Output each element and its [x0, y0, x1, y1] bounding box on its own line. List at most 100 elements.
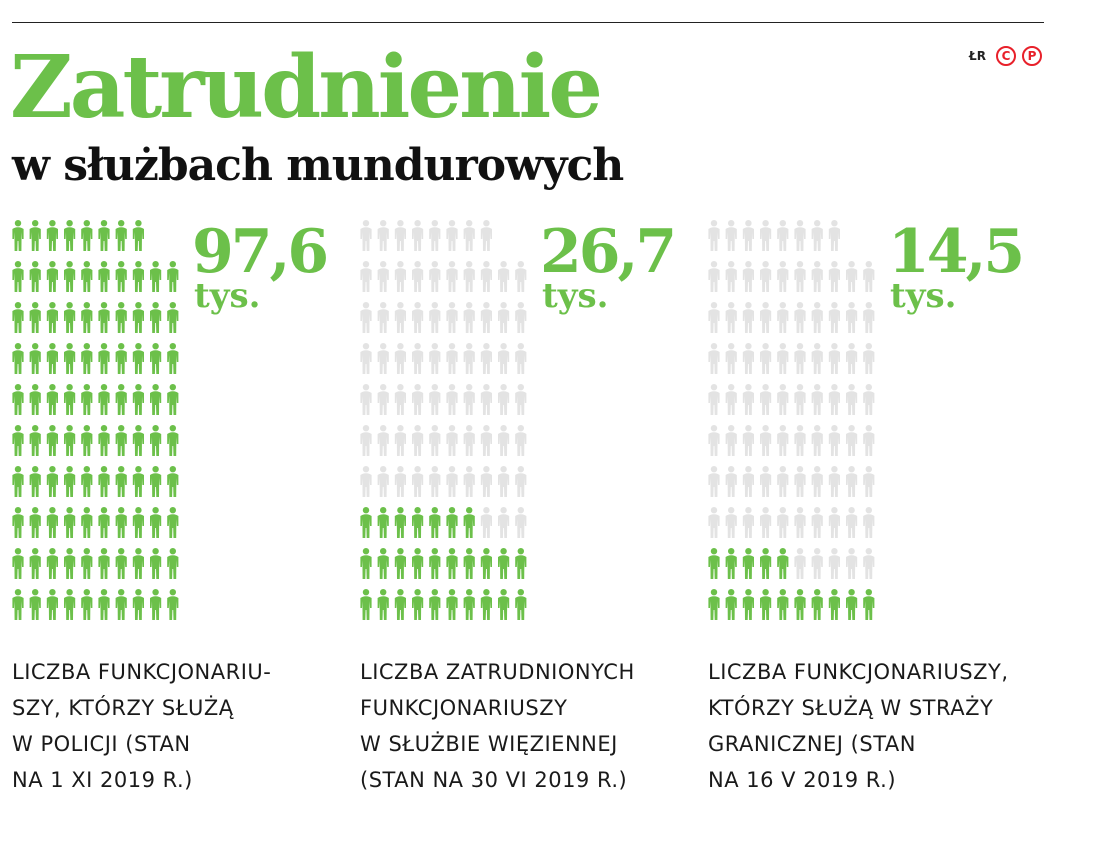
- unit-straz-graniczna: tys.: [890, 276, 957, 316]
- person-icon-empty: [480, 220, 492, 251]
- person-icon-empty: [463, 425, 475, 456]
- person-icon-filled: [480, 589, 492, 620]
- person-icon-filled: [150, 302, 162, 333]
- person-icon-filled: [828, 589, 840, 620]
- person-icon-filled: [360, 507, 372, 538]
- person-icon-empty: [498, 425, 510, 456]
- person-icon-filled: [132, 589, 144, 620]
- person-icon-empty: [777, 261, 789, 292]
- person-icon-empty: [394, 384, 406, 415]
- person-icon-filled: [412, 507, 424, 538]
- person-icon-empty: [742, 425, 754, 456]
- person-icon-filled: [64, 343, 76, 374]
- person-icon-filled: [12, 261, 24, 292]
- person-icon-filled: [115, 507, 127, 538]
- person-icon-empty: [360, 384, 372, 415]
- person-icon-empty: [794, 548, 806, 579]
- person-icon-empty: [811, 548, 823, 579]
- person-icon-empty: [377, 220, 389, 251]
- person-icon-filled: [708, 589, 720, 620]
- person-icon-empty: [394, 220, 406, 251]
- person-icon-empty: [498, 466, 510, 497]
- person-icon-filled: [29, 548, 41, 579]
- person-icon-empty: [498, 507, 510, 538]
- person-icon-empty: [760, 220, 772, 251]
- person-icon-filled: [46, 466, 58, 497]
- person-icon-filled: [377, 548, 389, 579]
- person-icon-empty: [828, 466, 840, 497]
- caption-straz-graniczna: LICZBA FUNKCJONARIUSZY, KTÓRZY SŁUŻĄ W S…: [708, 660, 1009, 792]
- person-icon-empty: [777, 302, 789, 333]
- person-icon-empty: [777, 343, 789, 374]
- person-icon-empty: [794, 343, 806, 374]
- person-icon-filled: [167, 507, 179, 538]
- person-icon-filled: [167, 261, 179, 292]
- person-icon-filled: [29, 466, 41, 497]
- person-icon-filled: [463, 589, 475, 620]
- person-icon-filled: [132, 302, 144, 333]
- person-icon-filled: [429, 548, 441, 579]
- person-icon-filled: [725, 548, 737, 579]
- person-icon-empty: [828, 507, 840, 538]
- person-icon-empty: [760, 384, 772, 415]
- person-icon-filled: [98, 548, 110, 579]
- person-icon-empty: [377, 343, 389, 374]
- person-icon-filled: [98, 220, 110, 251]
- top-rule: [12, 22, 1044, 23]
- person-icon-filled: [12, 507, 24, 538]
- person-icon-empty: [446, 466, 458, 497]
- person-icon-empty: [463, 384, 475, 415]
- value-straz-graniczna: 14,5: [888, 217, 1025, 287]
- person-icon-filled: [846, 589, 858, 620]
- person-icon-filled: [446, 548, 458, 579]
- person-icon-filled: [46, 425, 58, 456]
- person-icon-filled: [377, 507, 389, 538]
- person-icon-filled: [167, 384, 179, 415]
- person-icon-empty: [708, 384, 720, 415]
- person-icon-empty: [498, 343, 510, 374]
- unit-policja: tys.: [194, 276, 261, 316]
- person-icon-empty: [515, 343, 527, 374]
- person-icon-filled: [794, 589, 806, 620]
- person-icon-filled: [64, 548, 76, 579]
- person-icon-empty: [742, 343, 754, 374]
- person-icon-empty: [480, 425, 492, 456]
- person-icon-empty: [429, 302, 441, 333]
- person-icon-filled: [132, 466, 144, 497]
- person-icon-empty: [863, 261, 875, 292]
- person-icon-filled: [115, 589, 127, 620]
- person-icon-filled: [463, 548, 475, 579]
- person-icon-filled: [46, 384, 58, 415]
- person-icon-empty: [828, 384, 840, 415]
- logo-c-icon: C: [996, 46, 1016, 66]
- panel-policja: 97,6 tys. LICZBA FUNKCJONARIU- SZY, KTÓR…: [12, 220, 352, 820]
- person-icon-filled: [29, 261, 41, 292]
- person-icon-filled: [81, 589, 93, 620]
- person-icon-filled: [115, 220, 127, 251]
- person-icon-filled: [81, 425, 93, 456]
- person-icon-filled: [132, 548, 144, 579]
- person-icon-filled: [515, 589, 527, 620]
- person-icon-filled: [167, 343, 179, 374]
- person-icon-filled: [725, 589, 737, 620]
- person-icon-empty: [429, 220, 441, 251]
- person-icon-filled: [12, 302, 24, 333]
- person-icon-filled: [167, 589, 179, 620]
- person-icon-empty: [863, 384, 875, 415]
- person-icon-filled: [150, 425, 162, 456]
- person-icon-filled: [46, 302, 58, 333]
- person-icon-empty: [863, 343, 875, 374]
- person-icon-empty: [828, 548, 840, 579]
- person-icon-filled: [64, 220, 76, 251]
- person-icon-filled: [132, 507, 144, 538]
- person-icon-filled: [360, 589, 372, 620]
- person-icon-empty: [515, 261, 527, 292]
- person-icon-empty: [846, 302, 858, 333]
- person-icon-empty: [846, 261, 858, 292]
- person-icon-filled: [150, 343, 162, 374]
- person-icon-filled: [81, 548, 93, 579]
- person-icon-empty: [760, 466, 772, 497]
- person-icon-filled: [81, 466, 93, 497]
- person-icon-empty: [846, 425, 858, 456]
- person-icon-empty: [794, 384, 806, 415]
